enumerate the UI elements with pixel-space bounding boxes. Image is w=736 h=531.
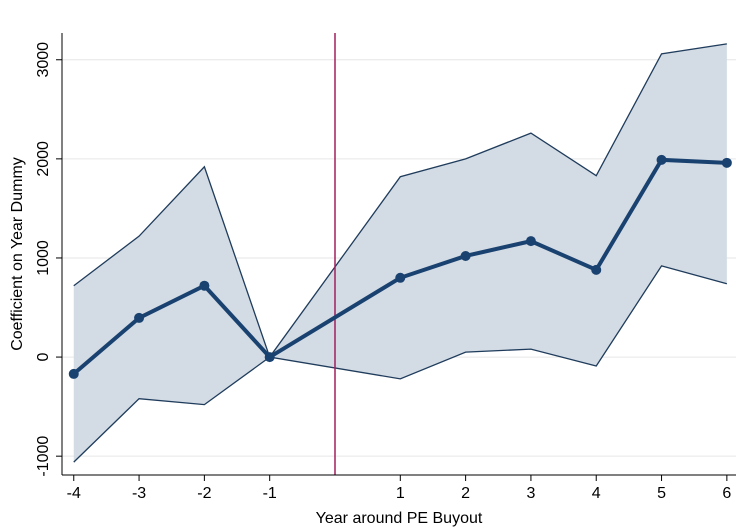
y-tick-label: 1000 bbox=[35, 240, 52, 276]
x-tick-label: 1 bbox=[396, 485, 405, 502]
series-line bbox=[72, 157, 727, 376]
y-tick-label: 3000 bbox=[35, 42, 52, 78]
y-tick-label: 0 bbox=[35, 353, 52, 362]
y-axis-label: Coefficient on Year Dummy bbox=[9, 157, 26, 351]
point bbox=[525, 236, 536, 247]
point bbox=[721, 157, 732, 168]
point bbox=[68, 368, 79, 379]
y-tick-label: 2000 bbox=[35, 141, 52, 177]
x-tick-label: -2 bbox=[197, 485, 211, 502]
x-tick-label: 5 bbox=[657, 485, 666, 502]
x-tick-label: -1 bbox=[263, 485, 277, 502]
x-tick-label: 3 bbox=[526, 485, 535, 502]
point bbox=[395, 272, 406, 283]
point bbox=[264, 352, 275, 363]
ci-lower-edge bbox=[73, 265, 728, 463]
point bbox=[460, 250, 471, 261]
x-tick-label: -3 bbox=[132, 485, 146, 502]
ci-band-fill bbox=[73, 43, 727, 463]
x-tick-label: -4 bbox=[67, 485, 81, 502]
point bbox=[591, 264, 602, 275]
point bbox=[199, 280, 210, 291]
ci-upper-edge bbox=[73, 43, 727, 359]
point bbox=[656, 154, 667, 165]
y-tick-label: -1000 bbox=[35, 436, 52, 477]
x-axis-label: Year around PE Buyout bbox=[316, 510, 483, 527]
x-tick-label: 6 bbox=[722, 485, 731, 502]
point bbox=[134, 312, 145, 323]
x-tick-label: 2 bbox=[461, 485, 470, 502]
x-tick-label: 4 bbox=[592, 485, 601, 502]
